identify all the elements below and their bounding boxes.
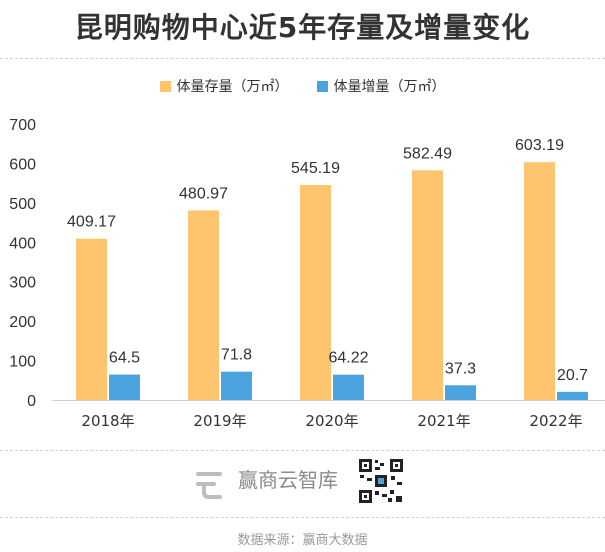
x-tick-label: 2022年	[529, 412, 582, 430]
data-label-increment: 20.7	[557, 367, 588, 384]
legend-item-stock: 体量存量（万㎡）	[159, 76, 289, 96]
data-label-stock: 603.19	[515, 137, 564, 154]
x-tick-label: 2019年	[193, 412, 246, 430]
data-label-increment: 71.8	[221, 347, 252, 364]
y-tick-label: 700	[9, 117, 36, 134]
data-label-stock: 409.17	[67, 214, 116, 231]
divider-bottom	[0, 450, 605, 451]
y-tick-label: 100	[9, 354, 36, 371]
y-tick-label: 300	[9, 275, 36, 292]
bar-stock	[300, 185, 331, 400]
data-label-increment: 37.3	[445, 360, 476, 377]
bar-increment	[109, 374, 140, 400]
y-tick-label: 500	[9, 196, 36, 213]
y-tick-label: 600	[9, 156, 36, 173]
x-tick-label: 2021年	[417, 412, 470, 430]
bar-stock	[188, 210, 219, 400]
qr-code-icon	[358, 458, 404, 504]
legend-swatch-increment	[316, 80, 328, 92]
divider-top	[0, 58, 605, 59]
chart-title: 昆明购物中心近5年存量及增量变化	[74, 11, 531, 44]
bar-increment	[221, 371, 252, 400]
legend-label-stock: 体量存量（万㎡）	[176, 79, 289, 95]
bar-stock	[524, 162, 555, 400]
bar-stock	[412, 170, 443, 400]
bar-stock	[76, 238, 107, 400]
data-label-increment: 64.22	[328, 350, 368, 367]
logo-icon	[196, 472, 222, 499]
bar-increment	[445, 385, 476, 400]
x-tick-label: 2020年	[305, 412, 358, 430]
data-label-increment: 64.5	[109, 350, 140, 367]
legend-item-increment: 体量增量（万㎡）	[316, 76, 446, 96]
y-tick-label: 400	[9, 235, 36, 252]
x-tick-label: 2018年	[81, 412, 134, 430]
y-tick-label: 0	[27, 393, 36, 410]
data-source: 数据来源：赢商大数据	[237, 533, 368, 548]
legend-label-increment: 体量增量（万㎡）	[333, 79, 446, 95]
divider-footer	[0, 517, 605, 518]
bar-increment	[333, 374, 364, 400]
legend-swatch-stock	[159, 80, 171, 92]
data-label-stock: 545.19	[291, 160, 340, 177]
brand-name: 赢商云智库	[238, 468, 338, 492]
legend: 体量存量（万㎡） 体量增量（万㎡）	[0, 76, 605, 96]
data-label-stock: 582.49	[403, 145, 452, 162]
y-tick-label: 200	[9, 314, 36, 331]
bar-increment	[557, 391, 588, 400]
data-label-stock: 480.97	[179, 185, 228, 202]
